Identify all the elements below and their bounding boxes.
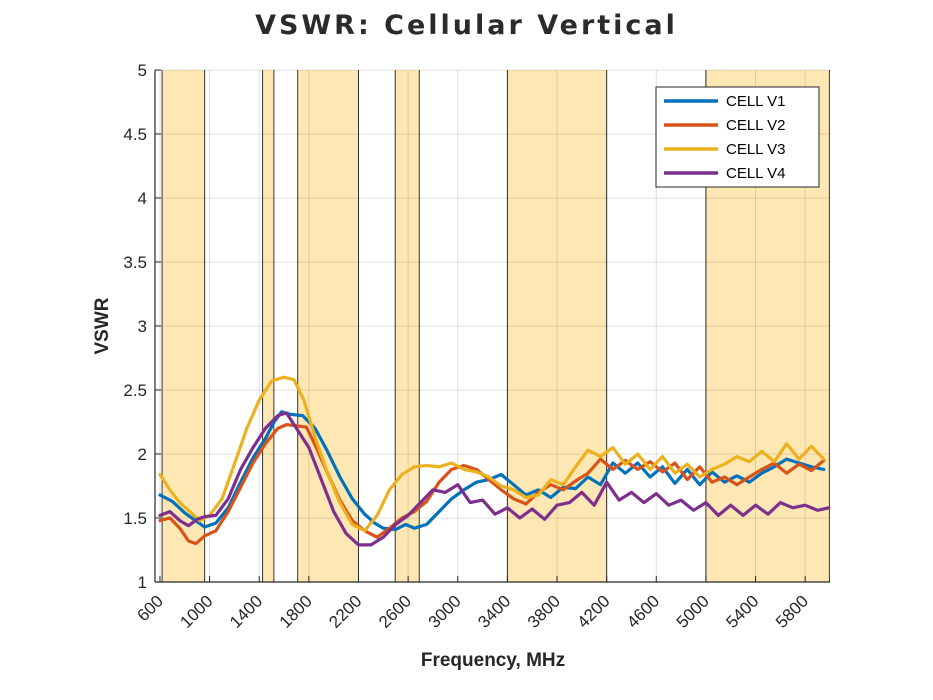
series-line-cell-v4 <box>158 411 831 547</box>
x-tick-label: 1800 <box>276 592 316 632</box>
band-1 <box>262 70 274 582</box>
legend-box <box>655 86 820 188</box>
x-tick-label: 1000 <box>176 592 216 632</box>
x-tick-label: 3800 <box>524 592 564 632</box>
y-tick-label: 1.5 <box>123 509 147 528</box>
legend-label: CELL V2 <box>726 117 785 134</box>
x-tick-label: 2200 <box>325 592 365 632</box>
x-tick-label: 4600 <box>623 592 663 632</box>
x-tick-label: 3000 <box>425 592 465 632</box>
series-line-cell-v3 <box>158 375 826 533</box>
x-tick-label: 5800 <box>772 592 812 632</box>
legend-label: CELL V1 <box>726 93 785 110</box>
legend: CELL V1 CELL V2 CELL V3 CELL V4 <box>655 86 820 188</box>
y-tick-label: 2 <box>138 445 147 464</box>
x-tick-label: 2600 <box>375 592 415 632</box>
x-tick-label: 1400 <box>226 592 266 632</box>
y-tick-label: 1 <box>138 573 147 592</box>
y-tick-label: 3.5 <box>123 253 147 272</box>
highlight-bands <box>161 70 830 582</box>
series-line-cell-v2 <box>158 423 826 546</box>
x-tick-label: 4200 <box>574 592 614 632</box>
legend-label: CELL V3 <box>726 141 785 158</box>
band-3 <box>395 70 420 582</box>
y-tick-label: 4 <box>138 189 147 208</box>
x-tick-label: 5000 <box>673 592 713 632</box>
x-tick-label: 3400 <box>474 592 514 632</box>
y-tick-label: 3 <box>138 317 147 336</box>
band-0 <box>162 70 205 582</box>
y-axis-label: VSWR <box>92 297 113 354</box>
chart-title: VSWR: Cellular Vertical <box>255 10 678 41</box>
x-tick-label: 5400 <box>722 592 762 632</box>
y-tick-label: 5 <box>138 61 147 80</box>
x-axis-label: Frequency, MHz <box>421 650 565 671</box>
y-tick-label: 4.5 <box>123 125 147 144</box>
legend-label: CELL V4 <box>726 165 785 182</box>
x-tick-label: 600 <box>133 592 166 625</box>
series-lines <box>158 375 831 547</box>
y-tick-label: 2.5 <box>123 381 147 400</box>
axes <box>154 69 830 583</box>
